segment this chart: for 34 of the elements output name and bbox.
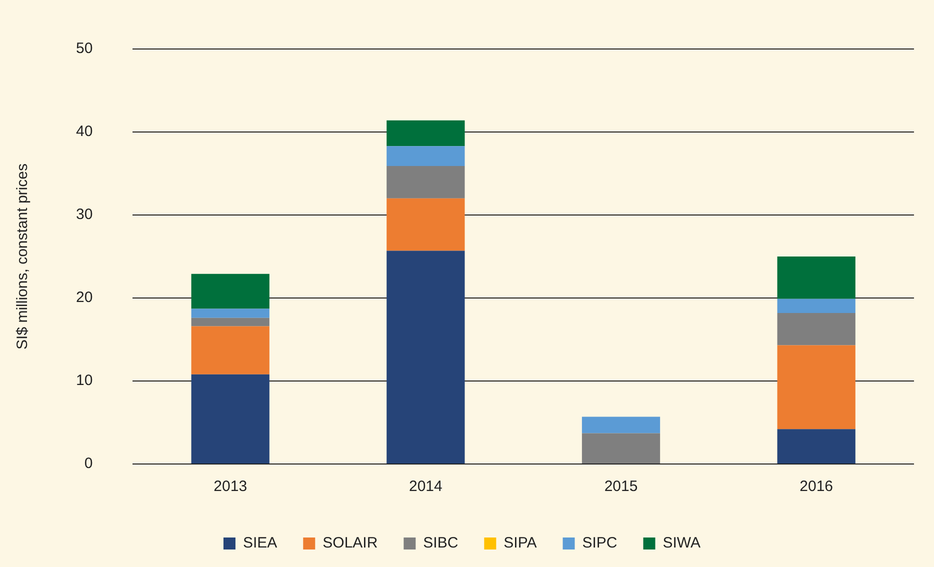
bar: [386, 198, 465, 251]
bar: [191, 326, 270, 374]
y-tick-label: 20: [76, 289, 93, 306]
bar: [386, 250, 465, 464]
y-axis-title: SI$ millions, constant prices: [14, 164, 32, 350]
bar: [386, 120, 465, 146]
x-tick-label: 2016: [800, 478, 834, 496]
legend-label: SOLAIR: [322, 534, 378, 552]
legend-label: SIWA: [662, 534, 701, 552]
x-tick-label: 2014: [408, 478, 442, 496]
legend-label: SIPA: [504, 534, 537, 552]
bar: [582, 433, 660, 464]
bar: [777, 256, 856, 299]
bar: [777, 312, 856, 346]
y-tick-label: 50: [76, 40, 93, 58]
y-tick-label: 0: [84, 455, 93, 472]
bar: [777, 298, 856, 313]
bar: [582, 416, 660, 434]
bar: [191, 374, 270, 464]
x-tick-label: 2013: [214, 478, 248, 496]
y-tick-label: 10: [76, 372, 93, 390]
bar: [191, 274, 270, 309]
bar: [777, 345, 856, 430]
bar: [386, 166, 465, 198]
x-tick-label: 2015: [604, 478, 638, 496]
bar: [777, 429, 856, 464]
bar: [191, 308, 270, 318]
bar: [191, 318, 270, 326]
y-tick-label: 40: [76, 123, 93, 140]
legend-label: SIEA: [242, 534, 278, 552]
legend-label: SIBC: [423, 534, 458, 552]
y-tick-label: 30: [76, 206, 93, 224]
bar: [386, 146, 465, 166]
legend-label: SIPC: [582, 534, 618, 552]
